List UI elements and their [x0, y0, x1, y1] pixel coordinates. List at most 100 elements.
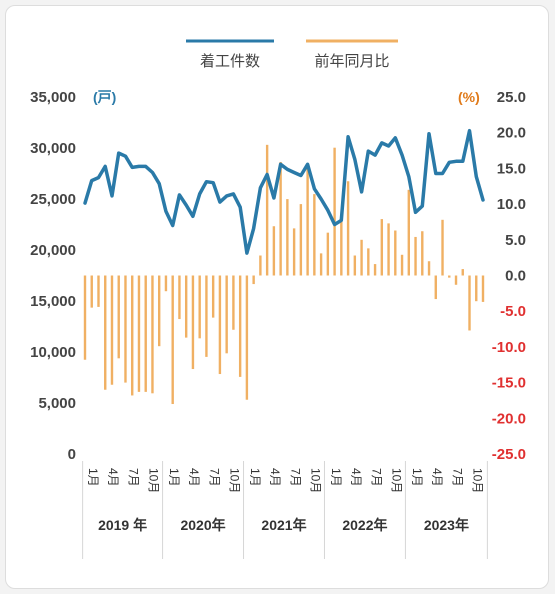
yoy-bar	[434, 275, 437, 300]
yoy-bar	[468, 275, 471, 331]
yoy-bar	[461, 269, 464, 276]
legend-label-bar: 前年同月比	[314, 53, 389, 70]
right-tick-label: -5.0	[500, 303, 526, 320]
year-label: 2022年	[342, 517, 387, 533]
yoy-bar	[407, 189, 410, 276]
yoy-bar	[306, 165, 309, 276]
right-tick-label: 25.0	[497, 89, 526, 106]
bar-series	[83, 144, 485, 405]
yoy-bar	[475, 275, 478, 302]
yoy-bar	[427, 261, 431, 276]
yoy-bar	[326, 232, 330, 276]
yoy-bar	[158, 275, 161, 347]
yoy-bar	[481, 275, 485, 302]
month-label: 7月	[450, 468, 464, 487]
yoy-bar	[286, 199, 289, 276]
yoy-bar	[333, 147, 336, 276]
yoy-bar	[178, 275, 181, 320]
year-label: 2023年	[424, 517, 469, 533]
yoy-bar	[171, 275, 174, 405]
yoy-bar	[245, 275, 249, 400]
right-tick-label: 0.0	[505, 268, 526, 285]
month-label: 4月	[349, 468, 363, 487]
yoy-bar	[225, 275, 228, 354]
yoy-bar	[124, 275, 127, 383]
month-label: 4月	[106, 468, 120, 487]
yoy-bar	[191, 275, 195, 370]
month-label: 10月	[471, 468, 485, 493]
combo-chart: 着工件数 前年同月比 (戸) (%) 35,000 30,000 25,000 20,…	[30, 39, 526, 559]
month-label: 10月	[390, 468, 404, 493]
yoy-bar	[400, 254, 404, 276]
yoy-bar	[360, 239, 363, 276]
yoy-bar	[299, 204, 303, 276]
year-label: 2020年	[180, 517, 225, 533]
chart-card: 着工件数 前年同月比 (戸) (%) 35,000 30,000 25,000 20,…	[5, 5, 549, 589]
yoy-bar	[319, 253, 323, 276]
right-tick-label: 20.0	[497, 125, 526, 142]
left-axis-unit: (戸)	[93, 89, 116, 105]
yoy-bar	[83, 275, 87, 360]
yoy-bar	[238, 275, 242, 377]
left-tick-label: 15,000	[30, 293, 76, 310]
right-tick-label: -25.0	[492, 446, 526, 463]
yoy-bar	[279, 161, 282, 276]
right-axis: 25.0 20.0 15.0 10.0 5.0 0.0 -5.0 -10.0 -15.0 -20.…	[492, 89, 526, 463]
yoy-bar	[380, 219, 384, 276]
month-label: 1月	[329, 468, 343, 487]
yoy-bar	[414, 236, 417, 276]
month-label: 4月	[430, 468, 444, 487]
left-tick-label: 25,000	[30, 191, 76, 208]
month-label: 10月	[309, 468, 323, 493]
yoy-bar	[205, 275, 208, 357]
month-label: 1月	[86, 468, 100, 487]
right-tick-label: -15.0	[492, 375, 526, 392]
yoy-bar	[387, 223, 390, 276]
right-tick-label: -20.0	[492, 410, 526, 427]
yoy-bar	[373, 264, 377, 276]
yoy-bar	[110, 275, 114, 385]
month-label: 7月	[288, 468, 302, 487]
left-tick-label: 35,000	[30, 89, 76, 106]
month-label: 7月	[126, 468, 140, 487]
right-tick-label: -10.0	[492, 339, 526, 356]
yoy-bar	[448, 275, 451, 278]
yoy-bar	[292, 228, 296, 276]
month-label: 10月	[228, 468, 242, 493]
yoy-bar	[90, 275, 93, 308]
yoy-bar	[97, 275, 100, 307]
yoy-bar	[184, 275, 188, 338]
year-label: 2019 年	[98, 517, 147, 533]
yoy-bar	[232, 275, 235, 330]
yoy-bar	[340, 220, 343, 276]
line-series	[83, 128, 485, 255]
yoy-bar	[394, 230, 397, 276]
yoy-bar	[259, 255, 262, 276]
left-tick-label: 30,000	[30, 140, 76, 157]
month-label: 10月	[147, 468, 161, 493]
yoy-bar	[441, 219, 444, 276]
yoy-bar	[272, 226, 276, 276]
yoy-bar	[252, 275, 255, 285]
right-tick-label: 15.0	[497, 160, 526, 177]
yoy-bar	[454, 275, 458, 285]
yoy-bar	[421, 231, 424, 276]
yoy-bar	[218, 275, 222, 375]
right-tick-label: 5.0	[505, 232, 526, 249]
x-axis: 1月 4月 7月 10月 2019 年 1月 4月 7月 10月 2020年 1月 4月 7月 10月 20…	[82, 461, 488, 559]
yoy-bar	[265, 144, 269, 276]
legend: 着工件数 前年同月比	[186, 39, 398, 70]
yoy-bar	[137, 275, 141, 392]
yoy-bar	[346, 181, 350, 276]
left-axis: 35,000 30,000 25,000 20,000 15,000 10,000 5,00…	[30, 89, 76, 463]
starts-line	[83, 128, 485, 255]
yoy-bar	[313, 194, 316, 276]
year-label: 2021年	[261, 517, 306, 533]
yoy-bar	[117, 275, 120, 359]
yoy-bar	[104, 275, 107, 390]
legend-label-line: 着工件数	[200, 53, 260, 70]
yoy-bar	[211, 275, 215, 318]
left-tick-label: 5,000	[38, 395, 76, 412]
month-label: 1月	[410, 468, 424, 487]
month-label: 4月	[187, 468, 201, 487]
